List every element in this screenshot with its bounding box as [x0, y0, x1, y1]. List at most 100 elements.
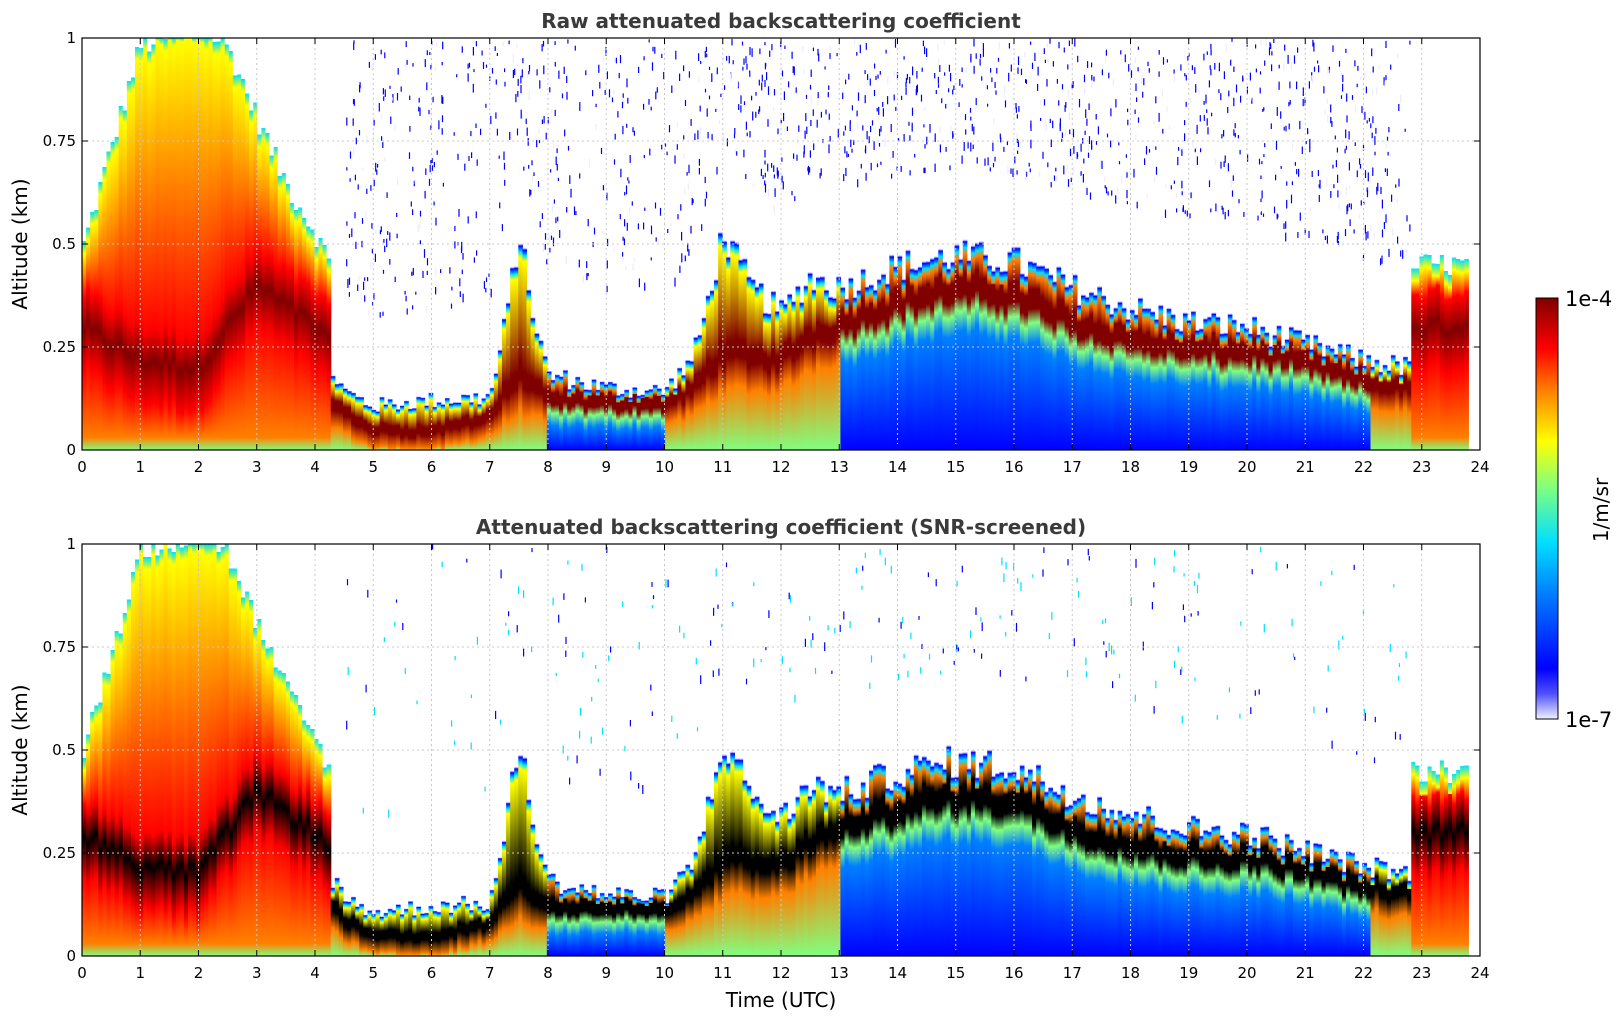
- heatmap-column: [1146, 706, 1151, 956]
- x-tick-label: 22: [1354, 964, 1373, 982]
- noise-pixel: [751, 48, 753, 57]
- noise-pixel: [411, 271, 413, 276]
- noise-pixel: [1218, 89, 1220, 94]
- noise-pixel: [1118, 142, 1120, 146]
- noise-pixel: [396, 233, 398, 239]
- heatmap-column: [1256, 230, 1261, 450]
- noise-pixel: [803, 68, 805, 75]
- noise-pixel: [1370, 224, 1372, 231]
- noise-pixel: [1320, 581, 1322, 586]
- noise-pixel: [870, 162, 872, 171]
- noise-pixel: [738, 104, 740, 110]
- noise-pixel: [644, 207, 646, 211]
- heatmap-column: [587, 291, 593, 450]
- noise-pixel: [473, 69, 475, 73]
- noise-pixel: [857, 92, 860, 101]
- noise-pixel: [384, 52, 386, 59]
- x-tick-label: 23: [1412, 458, 1431, 476]
- noise-pixel: [1362, 145, 1365, 151]
- noise-pixel: [512, 70, 514, 79]
- heatmap-column: [909, 681, 915, 956]
- noise-pixel: [1361, 106, 1363, 114]
- noise-pixel: [1327, 66, 1329, 75]
- noise-pixel: [1203, 101, 1205, 105]
- noise-pixel: [836, 53, 838, 57]
- heatmap-column: [987, 173, 992, 450]
- noise-pixel: [632, 127, 634, 133]
- noise-pixel: [684, 255, 686, 262]
- noise-pixel: [567, 755, 569, 761]
- noise-pixel: [998, 42, 1000, 50]
- x-tick-label: 11: [713, 458, 732, 476]
- x-tick-label: 18: [1121, 964, 1140, 982]
- noise-pixel: [1234, 132, 1236, 138]
- noise-pixel: [1010, 168, 1012, 174]
- heatmap-column: [905, 677, 911, 956]
- noise-pixel: [924, 167, 926, 174]
- noise-pixel: [582, 275, 584, 284]
- noise-pixel: [1144, 158, 1146, 165]
- noise-pixel: [684, 99, 687, 107]
- noise-pixel: [1278, 64, 1280, 69]
- heatmap-column: [273, 38, 279, 450]
- noise-pixel: [1088, 136, 1091, 144]
- heatmap-column: [1036, 674, 1041, 956]
- heatmap-column: [840, 701, 846, 956]
- noise-pixel: [793, 66, 795, 76]
- heatmap-column: [1386, 776, 1392, 956]
- noise-pixel: [454, 225, 456, 232]
- noise-pixel: [355, 137, 357, 145]
- noise-pixel: [522, 113, 524, 120]
- noise-pixel: [900, 166, 902, 172]
- noise-pixel: [1016, 114, 1018, 119]
- noise-pixel: [1095, 114, 1097, 120]
- heatmap-column: [693, 233, 699, 450]
- heatmap-column: [330, 274, 336, 450]
- noise-pixel: [818, 53, 820, 62]
- heatmap-column: [1341, 768, 1347, 956]
- noise-pixel: [708, 95, 711, 100]
- noise-pixel: [1359, 76, 1362, 80]
- heatmap-column: [302, 38, 307, 450]
- noise-pixel: [1207, 127, 1209, 135]
- x-tick-label: 0: [77, 964, 87, 982]
- noise-pixel: [1286, 199, 1288, 209]
- heatmap-column: [1305, 230, 1310, 450]
- noise-pixel: [769, 50, 771, 57]
- noise-pixel: [1197, 611, 1199, 616]
- noise-pixel: [1063, 47, 1065, 53]
- noise-pixel: [1313, 706, 1315, 714]
- noise-pixel: [543, 65, 545, 75]
- heatmap-column: [1072, 701, 1078, 956]
- noise-pixel: [843, 174, 845, 182]
- heatmap-column: [877, 673, 882, 956]
- noise-pixel: [700, 60, 702, 65]
- noise-pixel: [1285, 125, 1287, 132]
- noise-pixel: [1224, 211, 1226, 220]
- heatmap-column: [734, 669, 740, 956]
- noise-pixel: [716, 67, 718, 75]
- noise-pixel: [1230, 59, 1232, 66]
- noise-pixel: [595, 665, 597, 669]
- noise-pixel: [1260, 175, 1262, 180]
- heatmap-column: [473, 804, 479, 956]
- noise-pixel: [671, 715, 673, 723]
- heatmap-column: [669, 277, 674, 450]
- noise-pixel: [810, 69, 812, 77]
- noise-pixel: [674, 155, 676, 164]
- noise-pixel: [761, 82, 763, 91]
- noise-pixel: [894, 39, 897, 48]
- noise-pixel: [430, 252, 432, 257]
- noise-pixel: [1211, 112, 1213, 117]
- heatmap-column: [510, 679, 515, 956]
- heatmap-column: [147, 544, 152, 956]
- noise-pixel: [1050, 182, 1052, 188]
- noise-pixel: [839, 624, 841, 632]
- noise-pixel: [1104, 185, 1106, 189]
- heatmap-column: [950, 683, 956, 956]
- noise-pixel: [867, 74, 869, 81]
- heatmap-column: [791, 201, 797, 450]
- noise-pixel: [1220, 161, 1222, 169]
- noise-pixel: [382, 311, 384, 316]
- noise-pixel: [586, 273, 588, 281]
